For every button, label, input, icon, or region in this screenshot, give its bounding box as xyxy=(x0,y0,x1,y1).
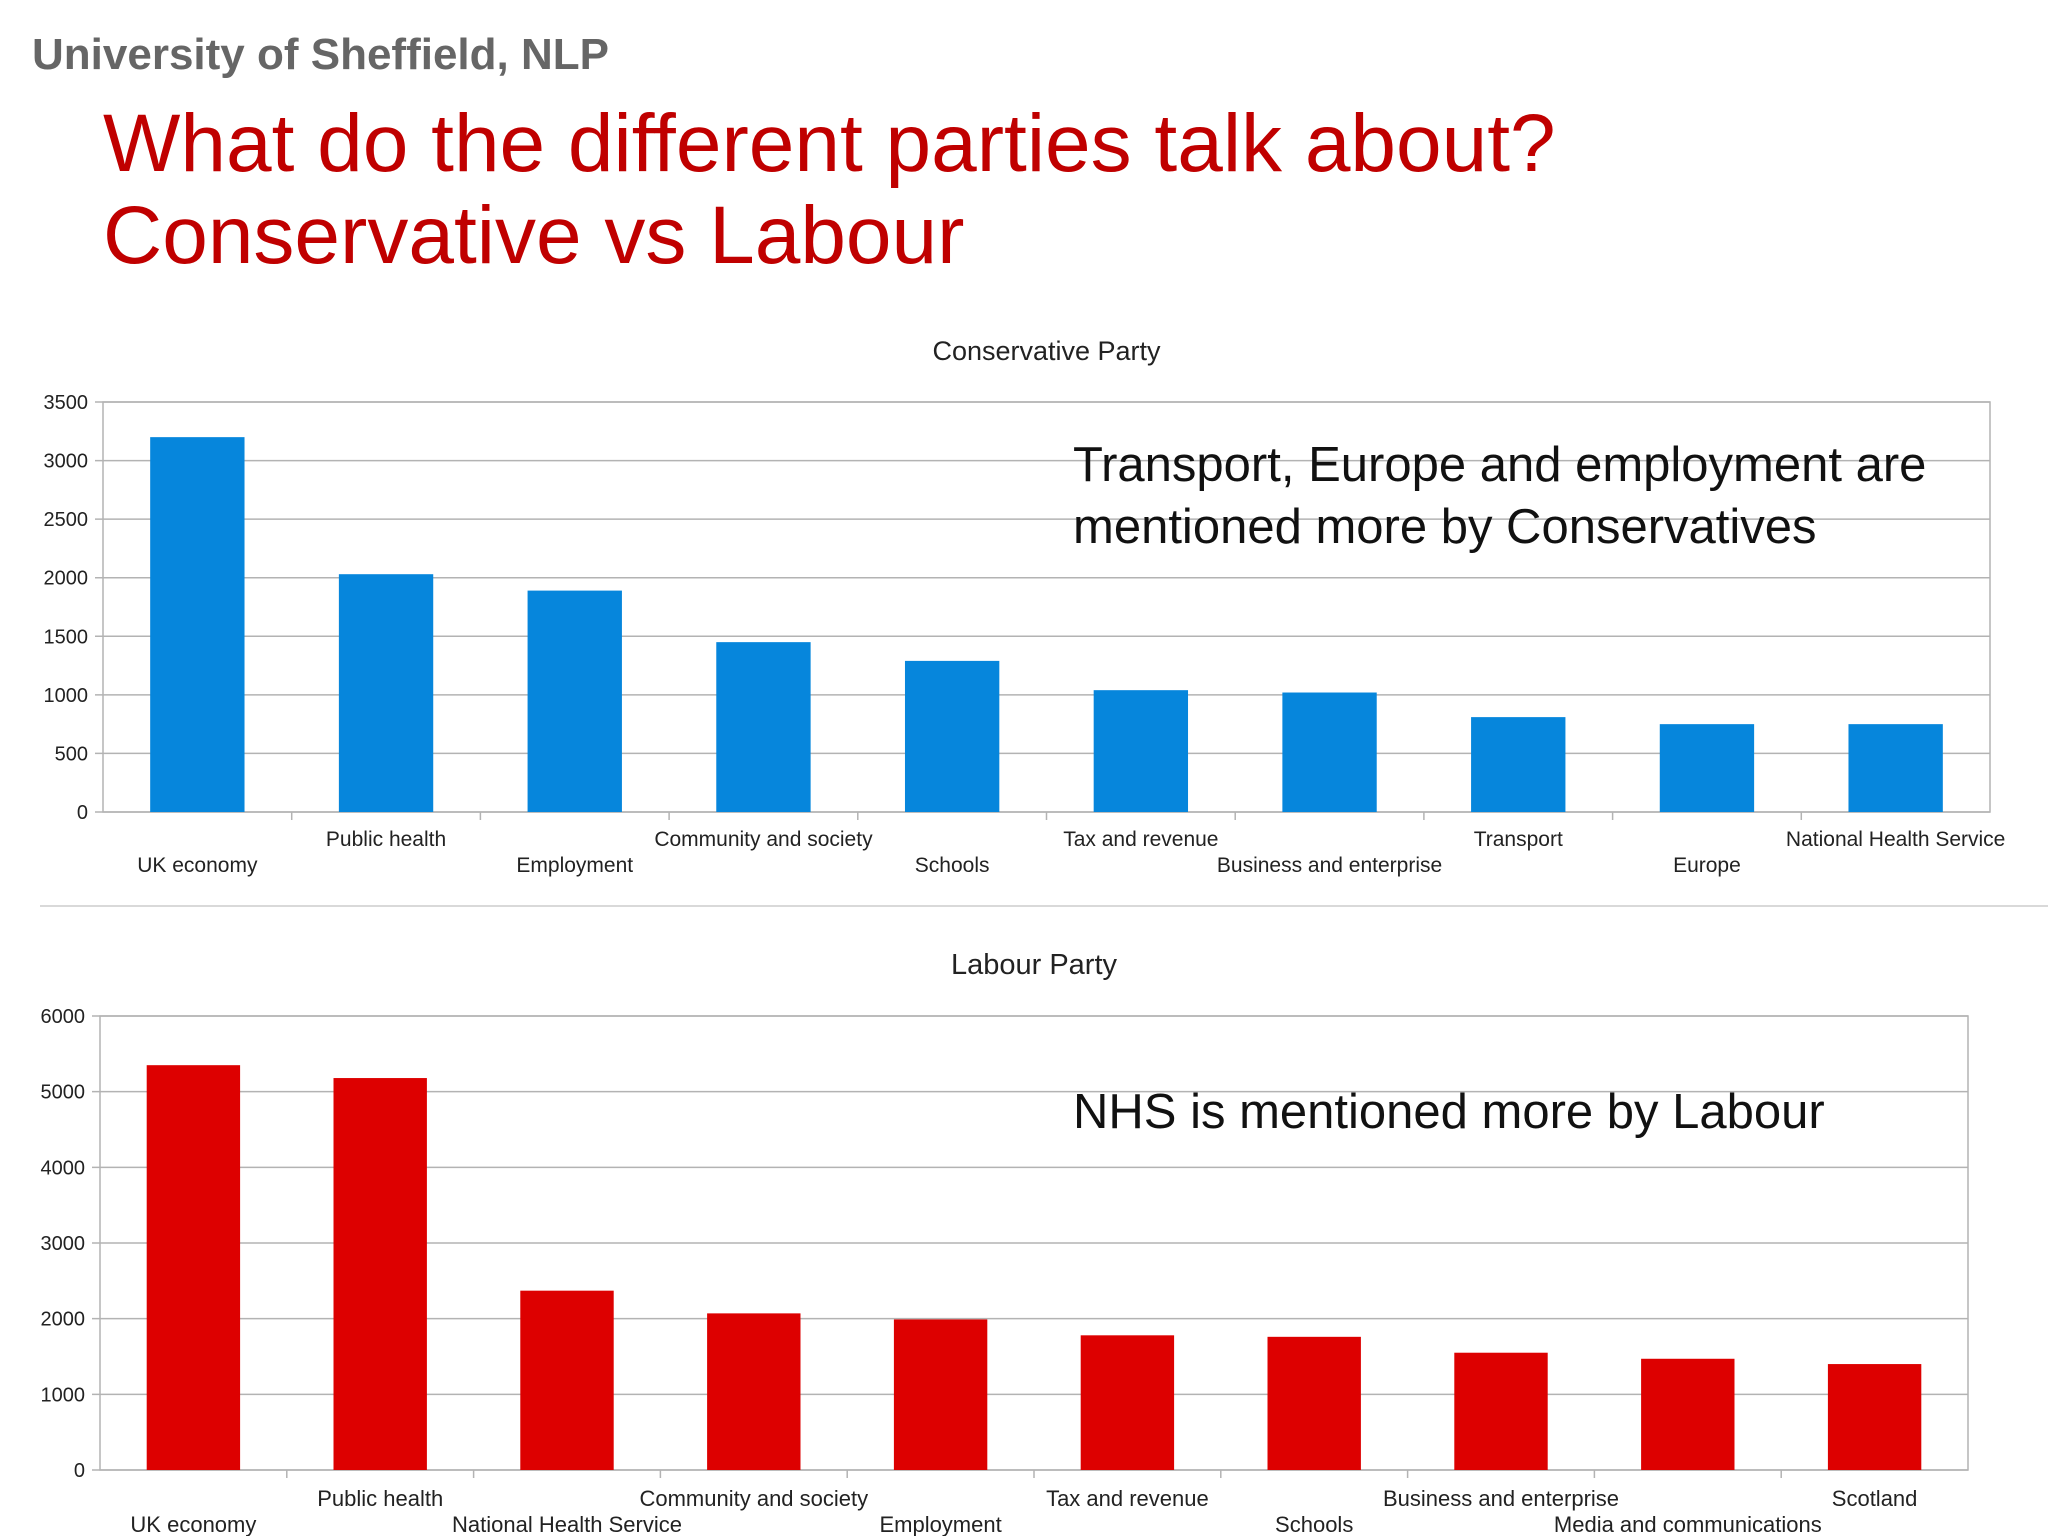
bar xyxy=(527,590,622,812)
bar xyxy=(904,660,1000,812)
y-tick-label: 1000 xyxy=(44,685,89,707)
bar xyxy=(1641,1358,1735,1470)
y-tick-label: 3500 xyxy=(44,392,89,414)
x-tick-label: Employment xyxy=(516,854,633,877)
y-tick-label: 2000 xyxy=(41,1309,86,1331)
y-tick-label: 4000 xyxy=(41,1157,86,1179)
conservative-chart-svg: Conservative Party 0 500 1000 1500 2000 2500 30… xyxy=(44,336,2006,877)
bar xyxy=(707,1313,801,1470)
y-tick-label: 1500 xyxy=(44,626,89,648)
y-tick-label: 3000 xyxy=(44,451,89,473)
bar xyxy=(1080,1335,1175,1470)
bar xyxy=(716,642,811,812)
x-tick-label: Tax and revenue xyxy=(1063,828,1218,851)
x-tick-label: Media and communications xyxy=(1554,1512,1822,1536)
x-tick-label: National Health Service xyxy=(452,1512,682,1536)
chart-divider xyxy=(40,905,2048,907)
bar xyxy=(150,437,245,812)
bar xyxy=(1848,724,1943,812)
y-tick-label: 6000 xyxy=(41,1006,86,1028)
y-tick-label: 0 xyxy=(74,1460,85,1482)
bar xyxy=(1093,690,1189,812)
x-tick-label: Europe xyxy=(1673,854,1741,877)
y-tick-label: 1000 xyxy=(41,1384,86,1406)
x-tick-label: Schools xyxy=(915,854,990,877)
x-tick-label: UK economy xyxy=(130,1512,256,1536)
bar xyxy=(1471,717,1566,812)
x-tick-label: Business and enterprise xyxy=(1217,854,1442,877)
labour-chart: Labour Party 0 1000 2000 3000 4000 5000 6000 UK … xyxy=(0,930,2048,1536)
x-tick-label: Public health xyxy=(317,1486,443,1511)
chart-title: Conservative Party xyxy=(932,336,1161,366)
bar xyxy=(520,1290,614,1470)
bar xyxy=(338,574,434,812)
slide-title-line-2: Conservative vs Labour xyxy=(103,190,965,281)
chart-title: Labour Party xyxy=(951,949,1118,981)
x-tick-label: Scotland xyxy=(1832,1486,1918,1511)
conservative-callout: Transport, Europe and employment are men… xyxy=(1073,438,1927,554)
bar xyxy=(893,1319,988,1470)
org-label: University of Sheffield, NLP xyxy=(32,30,609,79)
labour-chart-svg: Labour Party 0 1000 2000 3000 4000 5000 6000 UK … xyxy=(41,949,1969,1536)
bar xyxy=(1282,692,1377,812)
bar xyxy=(1454,1352,1548,1470)
y-tick-label: 500 xyxy=(55,743,88,765)
bar xyxy=(1659,724,1755,812)
labour-callout: NHS is mentioned more by Labour xyxy=(1073,1085,1825,1139)
y-tick-label: 5000 xyxy=(41,1082,86,1104)
x-tick-label: Schools xyxy=(1275,1512,1353,1536)
x-tick-label: Community and society xyxy=(639,1486,868,1511)
bar xyxy=(146,1065,241,1470)
slide-title-line-1: What do the different parties talk about… xyxy=(103,98,1556,189)
y-tick-label: 0 xyxy=(77,802,88,824)
bar xyxy=(1267,1336,1361,1470)
x-tick-label: Public health xyxy=(326,828,446,851)
x-tick-label: Tax and revenue xyxy=(1046,1486,1209,1511)
x-tick-label: Transport xyxy=(1474,828,1563,851)
y-tick-label: 2500 xyxy=(44,509,89,531)
y-tick-label: 2000 xyxy=(44,568,89,590)
x-tick-label: Community and society xyxy=(654,828,873,851)
x-tick-label: Business and enterprise xyxy=(1383,1486,1619,1511)
bar xyxy=(333,1078,427,1470)
slide-title: What do the different parties talk about… xyxy=(103,98,1556,282)
x-tick-label: National Health Service xyxy=(1786,828,2005,851)
x-tick-label: Employment xyxy=(879,1512,1001,1536)
y-tick-label: 3000 xyxy=(41,1233,86,1255)
conservative-chart: Conservative Party 0 500 1000 1500 2000 2500 30… xyxy=(0,320,2048,900)
bar xyxy=(1827,1364,1922,1470)
x-tick-label: UK economy xyxy=(137,854,258,877)
